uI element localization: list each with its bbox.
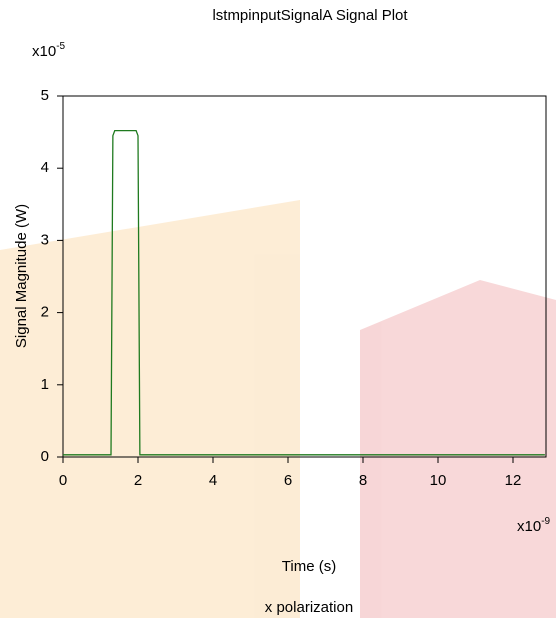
y-tick-label: 5: [41, 87, 49, 104]
y-tick-label: 2: [41, 304, 49, 321]
y-multiplier-base: x10: [32, 43, 56, 60]
y-multiplier: x10-5: [32, 41, 66, 60]
y-axis-label: Signal Magnitude (W): [13, 204, 30, 348]
x-axis-label: Time (s): [282, 558, 336, 575]
y-multiplier-exponent: -5: [56, 41, 65, 52]
x-multiplier-exponent: -9: [541, 516, 550, 527]
x-tick-label: 6: [284, 472, 292, 489]
y-tick-label: 1: [41, 376, 49, 393]
x-multiplier-base: x10: [517, 518, 541, 535]
x-multiplier: x10-9: [517, 516, 551, 535]
plot-frame: [62, 95, 547, 458]
x-tick-label: 4: [209, 472, 217, 489]
y-tick-label: 0: [41, 448, 49, 465]
x-tick-label: 10: [430, 472, 447, 489]
x-tick-label: 0: [59, 472, 67, 489]
y-tick-label: 3: [41, 231, 49, 248]
x-tick-label: 2: [134, 472, 142, 489]
x-tick-label: 8: [359, 472, 367, 489]
legend-label: x polarization: [265, 599, 353, 616]
data-line: [63, 130, 545, 456]
x-tick-label: 12: [505, 472, 522, 489]
watermark: [0, 200, 556, 618]
y-tick-label: 4: [41, 159, 49, 176]
chart-title: lstmpinputSignalA Signal Plot: [212, 7, 408, 24]
